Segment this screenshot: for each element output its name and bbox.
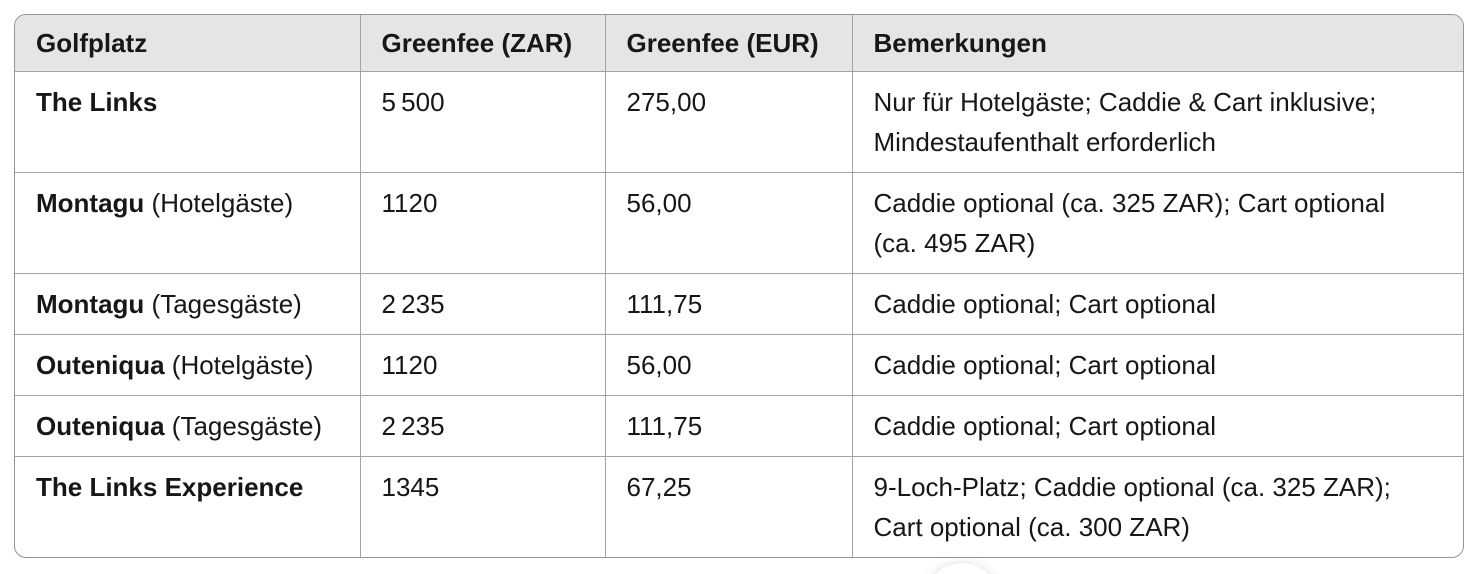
course-name: Montagu — [36, 289, 145, 319]
greenfee-zar-cell: 2 235 — [359, 395, 606, 457]
column-header-greenfee-zar: Greenfee (ZAR) — [359, 15, 606, 72]
remarks-text: Caddie optional (ca. 325 ZAR); Cart opti… — [873, 188, 1386, 258]
course-qualifier: (Tagesgäste) — [144, 289, 302, 319]
course-qualifier: (Tagesgäste) — [164, 411, 323, 441]
course-name: Outeniqua — [36, 350, 165, 380]
column-header-bemerkungen: Bemerkungen — [851, 15, 1463, 72]
bemerkungen-cell: Caddie optional; Cart optional — [851, 395, 1463, 457]
greenfee-zar-cell: 1345 — [359, 456, 606, 557]
golf-fees-table: Golfplatz Greenfee (ZAR) Greenfee (EUR) Bem… — [15, 15, 1463, 557]
table-row: Montagu (Hotelgäste) 1120 56,00 Caddie opti… — [15, 172, 1463, 274]
course-name: Montagu — [36, 188, 145, 218]
bemerkungen-cell: Caddie optional (ca. 325 ZAR); Cart opti… — [851, 172, 1463, 274]
greenfee-eur-cell: 275,00 — [604, 71, 853, 173]
table-row: Montagu (Tagesgäste) 2 235 111,75 Caddie op… — [15, 273, 1463, 335]
scroll-down-button[interactable] — [923, 562, 1001, 574]
greenfee-eur-cell: 111,75 — [604, 273, 853, 335]
remarks-text: Nur für Hotelgäste; Caddie & Cart inklus… — [873, 87, 1377, 157]
course-qualifier: (Hotelgäste) — [144, 188, 294, 218]
bemerkungen-cell: 9-Loch-Platz; Caddie optional (ca. 325 Z… — [851, 456, 1463, 557]
golfplatz-cell: Montagu (Tagesgäste) — [15, 273, 361, 335]
remarks-text: Caddie optional; Cart optional — [873, 350, 1217, 380]
greenfee-zar-cell: 2 235 — [359, 273, 606, 335]
golfplatz-cell: Outeniqua (Tagesgäste) — [15, 395, 361, 457]
course-name: The Links — [36, 87, 158, 117]
course-name: The Links Experience — [36, 472, 304, 502]
column-header-greenfee-eur: Greenfee (EUR) — [604, 15, 853, 72]
table-header-row: Golfplatz Greenfee (ZAR) Greenfee (EUR) Bem… — [15, 15, 1463, 72]
golf-fees-table-card: Golfplatz Greenfee (ZAR) Greenfee (EUR) Bem… — [14, 14, 1464, 558]
golfplatz-cell: The Links Experience — [15, 456, 361, 557]
table-row: Outeniqua (Tagesgäste) 2 235 111,75 Caddie … — [15, 395, 1463, 457]
golfplatz-cell: Outeniqua (Hotelgäste) — [15, 334, 361, 396]
greenfee-zar-cell: 1120 — [359, 334, 606, 396]
greenfee-eur-cell: 56,00 — [604, 334, 853, 396]
bemerkungen-cell: Nur für Hotelgäste; Caddie & Cart inklus… — [851, 71, 1463, 173]
table-row: Outeniqua (Hotelgäste) 1120 56,00 Caddie op… — [15, 334, 1463, 396]
bemerkungen-cell: Caddie optional; Cart optional — [851, 334, 1463, 396]
column-header-golfplatz: Golfplatz — [15, 15, 361, 72]
golfplatz-cell: Montagu (Hotelgäste) — [15, 172, 361, 274]
golfplatz-cell: The Links — [15, 71, 361, 173]
table-row: The Links 5 500 275,00 Nur für Hotelgäste; … — [15, 71, 1463, 173]
remarks-text: 9-Loch-Platz; Caddie optional (ca. 325 Z… — [873, 472, 1391, 542]
greenfee-eur-cell: 111,75 — [604, 395, 853, 457]
bemerkungen-cell: Caddie optional; Cart optional — [851, 273, 1463, 335]
greenfee-zar-cell: 1120 — [359, 172, 606, 274]
greenfee-eur-cell: 67,25 — [604, 456, 853, 557]
course-name: Outeniqua — [36, 411, 165, 441]
greenfee-zar-cell: 5 500 — [359, 71, 606, 173]
greenfee-eur-cell: 56,00 — [604, 172, 853, 274]
course-qualifier: (Hotelgäste) — [164, 350, 314, 380]
table-row: The Links Experience 1345 67,25 9-Loch-Plat… — [15, 456, 1463, 557]
remarks-text: Caddie optional; Cart optional — [873, 289, 1217, 319]
remarks-text: Caddie optional; Cart optional — [873, 411, 1217, 441]
